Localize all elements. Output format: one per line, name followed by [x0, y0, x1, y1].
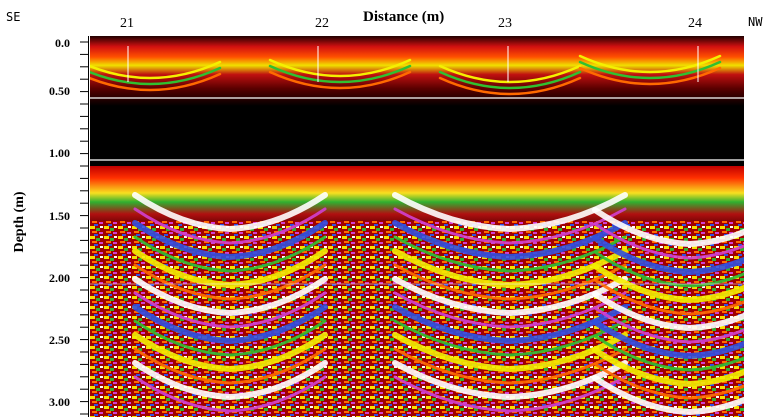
direction-nw-label: NW	[748, 15, 763, 29]
depth-tick-2-50: 2.50	[49, 333, 70, 347]
distance-tick-21: 21	[120, 16, 134, 31]
direction-se-label: SE	[6, 10, 21, 24]
depth-tick-0-0: 0.0	[55, 36, 70, 50]
depth-tick-0-50: 0.50	[49, 84, 70, 98]
distance-axis-title: Distance (m)	[363, 9, 445, 25]
depth-tick-1-50: 1.50	[49, 209, 70, 223]
depth-tick-1-00: 1.00	[49, 146, 70, 160]
gpr-radargram-image	[90, 36, 744, 417]
distance-tick-23: 23	[498, 16, 512, 31]
depth-tick-3-00: 3.00	[49, 395, 70, 409]
distance-tick-22: 22	[315, 16, 329, 31]
distance-tick-24: 24	[688, 16, 702, 31]
depth-tick-2-00: 2.00	[49, 271, 70, 285]
